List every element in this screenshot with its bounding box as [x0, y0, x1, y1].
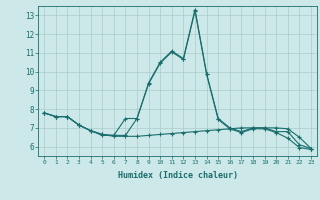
X-axis label: Humidex (Indice chaleur): Humidex (Indice chaleur): [118, 171, 238, 180]
